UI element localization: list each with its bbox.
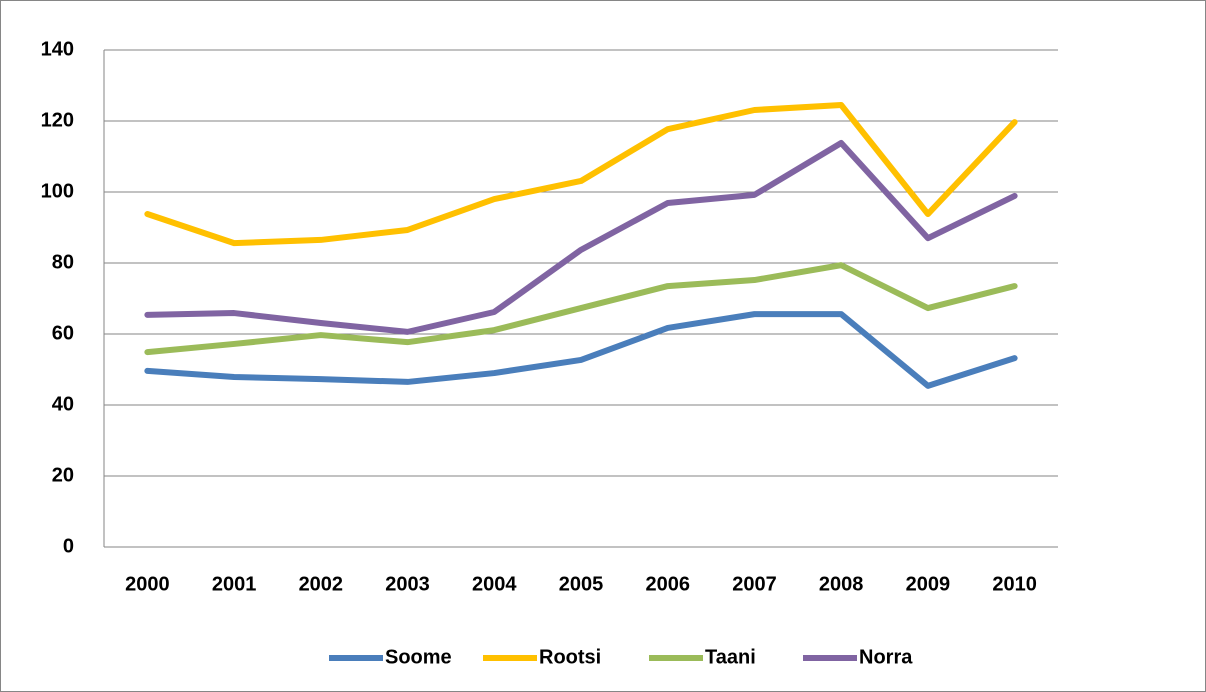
y-tick-label: 40 xyxy=(52,393,74,415)
x-tick-label: 2007 xyxy=(732,573,777,595)
x-tick-label: 2005 xyxy=(559,573,604,595)
legend-label: Taani xyxy=(705,646,756,668)
x-tick-label: 2010 xyxy=(992,573,1037,595)
line-series xyxy=(144,311,1018,389)
y-tick-label: 140 xyxy=(41,38,74,60)
legend-label: Soome xyxy=(385,646,452,668)
y-tick-label: 20 xyxy=(52,464,74,486)
y-tick-label: 0 xyxy=(63,535,74,557)
y-tick-label: 80 xyxy=(52,251,74,273)
line-series xyxy=(144,140,1018,335)
y-tick-label: 120 xyxy=(41,109,74,131)
x-tick-label: 2004 xyxy=(472,573,517,595)
line-series xyxy=(144,102,1018,247)
x-tick-label: 2003 xyxy=(385,573,430,595)
legend-label: Norra xyxy=(859,646,913,668)
y-tick-label: 100 xyxy=(41,180,74,202)
y-tick-label: 60 xyxy=(52,322,74,344)
x-tick-label: 2001 xyxy=(212,573,257,595)
x-tick-label: 2006 xyxy=(645,573,690,595)
x-tick-label: 2000 xyxy=(125,573,170,595)
x-tick-label: 2009 xyxy=(906,573,951,595)
x-tick-label: 2002 xyxy=(299,573,344,595)
legend-label: Rootsi xyxy=(539,646,601,668)
line-series xyxy=(144,262,1018,356)
x-tick-label: 2008 xyxy=(819,573,864,595)
